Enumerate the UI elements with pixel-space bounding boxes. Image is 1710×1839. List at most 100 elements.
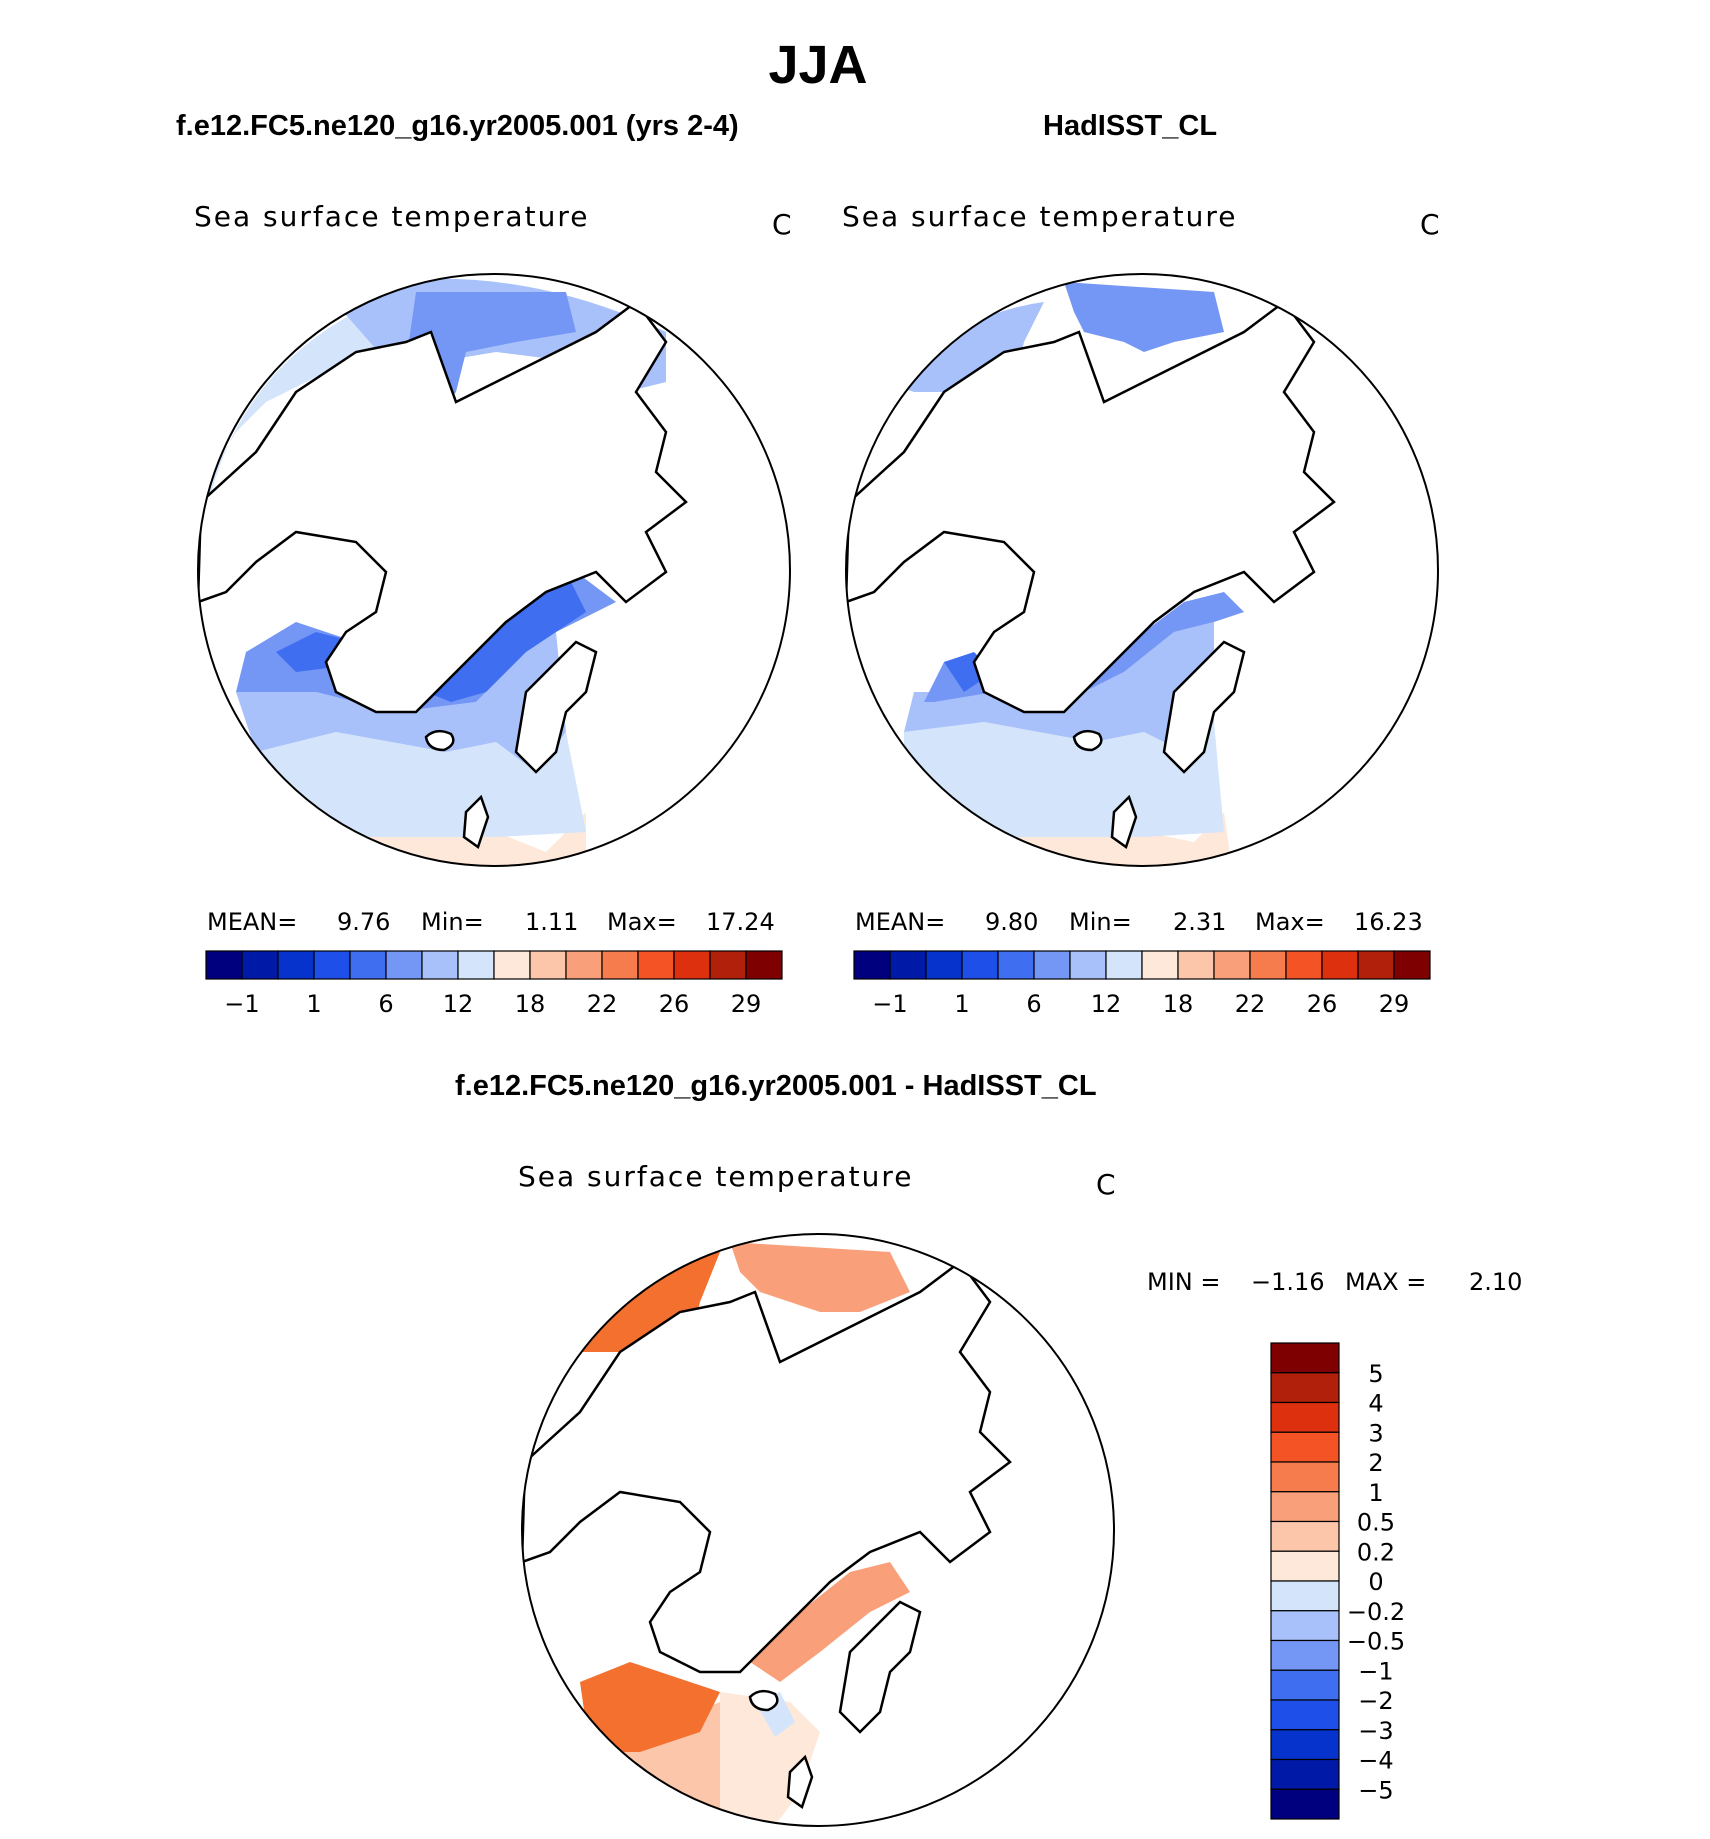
obs-mean-value: 9.80 <box>985 908 1039 936</box>
diff-max-label: MAX = <box>1345 1268 1427 1296</box>
diff-colorbar-tick-label: 0 <box>1368 1568 1383 1596</box>
obs-colorbar-box <box>1249 950 1287 980</box>
diff-colorbar-box <box>1270 1610 1340 1642</box>
model-colorbar-tick-label: −1 <box>224 990 259 1018</box>
obs-max-value: 16.23 <box>1354 908 1423 936</box>
model-colorbar-box <box>709 950 747 980</box>
diff-colorbar-tick-label: −4 <box>1358 1747 1393 1775</box>
diff-colorbar-tick-label: −1 <box>1358 1657 1393 1685</box>
model-colorbar-box <box>457 950 495 980</box>
model-colorbar-tick-label: 12 <box>443 990 474 1018</box>
obs-colorbar-box <box>961 950 999 980</box>
model-colorbar-box <box>637 950 675 980</box>
obs-colorbar-box <box>925 950 963 980</box>
diff-colorbar-box <box>1270 1550 1340 1582</box>
diff-colorbar-box <box>1270 1461 1340 1493</box>
diff-colorbar-tick-label: −3 <box>1358 1717 1393 1745</box>
obs-variable-label: Sea surface temperature <box>842 200 1238 233</box>
model-colorbar-tick-label: 1 <box>306 990 321 1018</box>
diff-pacific-mid <box>730 1242 910 1312</box>
obs-colorbar-box <box>1105 950 1143 980</box>
model-min-value: 1.11 <box>525 908 579 936</box>
obs-pacific-mid <box>1064 282 1224 352</box>
model-max-value: 17.24 <box>706 908 775 936</box>
diff-atlantic-dark <box>580 1662 720 1752</box>
diff-colorbar-box <box>1270 1758 1340 1790</box>
model-colorbar-box <box>529 950 567 980</box>
diff-colorbar-tick-label: 3 <box>1368 1419 1383 1447</box>
obs-arctic-land <box>846 300 1336 714</box>
diff-colorbar-tick-label: 1 <box>1368 1479 1383 1507</box>
obs-atlantic-light-pale <box>904 722 1224 837</box>
model-pacific-mid <box>406 292 576 372</box>
model-variable-label: Sea surface temperature <box>194 200 590 233</box>
obs-colorbar-tick-label: 6 <box>1026 990 1041 1018</box>
diff-min-label: MIN = <box>1147 1268 1221 1296</box>
diff-colorbar-tick-label: 0.5 <box>1357 1509 1395 1537</box>
obs-min-value: 2.31 <box>1173 908 1227 936</box>
obs-colorbar-box <box>1177 950 1215 980</box>
diff-colorbar-tick-label: 2 <box>1368 1449 1383 1477</box>
diff-polar-map <box>521 1233 1115 1827</box>
diff-colorbar-box <box>1270 1401 1340 1433</box>
model-min-label: Min= <box>421 908 484 936</box>
obs-colorbar-box <box>1285 950 1323 980</box>
model-colorbar-box <box>565 950 603 980</box>
model-colorbar-tick-label: 26 <box>659 990 690 1018</box>
obs-colorbar-tick-label: 12 <box>1091 990 1122 1018</box>
obs-iceland <box>1072 729 1103 752</box>
diff-colorbar-tick-label: −5 <box>1358 1776 1393 1804</box>
diff-norwegian-mid <box>750 1562 910 1682</box>
obs-colorbar-box <box>1393 950 1431 980</box>
model-polar-map <box>197 273 791 867</box>
model-colorbar-tick-label: 18 <box>515 990 546 1018</box>
obs-min-label: Min= <box>1069 908 1132 936</box>
model-panel-title: f.e12.FC5.ne120_g16.yr2005.001 (yrs 2-4) <box>176 110 739 142</box>
model-colorbar-box <box>493 950 531 980</box>
model-colorbar-box <box>673 950 711 980</box>
obs-colorbar-box <box>1033 950 1071 980</box>
obs-scandinavia <box>1162 640 1246 774</box>
obs-colorbar-box <box>889 950 927 980</box>
diff-colorbar-box <box>1270 1520 1340 1552</box>
figure-title: JJA <box>768 35 868 95</box>
model-iceland <box>424 729 455 752</box>
model-colorbar-box <box>745 950 783 980</box>
diff-min-value: −1.16 <box>1251 1268 1325 1296</box>
obs-colorbar-tick-label: 22 <box>1235 990 1266 1018</box>
model-mean-label: MEAN= <box>207 908 298 936</box>
model-norwegian-dark <box>426 572 586 702</box>
model-colorbar-box <box>421 950 459 980</box>
obs-colorbar-box <box>1141 950 1179 980</box>
obs-colorbar-tick-label: −1 <box>872 990 907 1018</box>
diff-max-value: 2.10 <box>1469 1268 1523 1296</box>
obs-colorbar: −1 1 6 12 18 22 26 29 <box>853 950 1431 1018</box>
diff-british-isles <box>786 1754 814 1810</box>
model-colorbar-box <box>601 950 639 980</box>
diff-colorbar-tick-label: −2 <box>1358 1687 1393 1715</box>
diff-units-label: C <box>1096 1168 1116 1201</box>
obs-colorbar-tick-label: 1 <box>954 990 969 1018</box>
diff-panel-title: f.e12.FC5.ne120_g16.yr2005.001 - HadISST… <box>455 1070 1097 1102</box>
diff-colorbar-box <box>1270 1372 1340 1404</box>
diff-colorbar-tick-label: 0.2 <box>1357 1538 1395 1566</box>
diff-iceland <box>748 1689 779 1712</box>
diff-colorbar-box <box>1270 1491 1340 1523</box>
model-colorbar-box <box>313 950 351 980</box>
model-colorbar-box <box>385 950 423 980</box>
model-colorbar-tick-label: 22 <box>587 990 618 1018</box>
diff-colorbar-tick-label: 4 <box>1368 1390 1383 1418</box>
model-units-label: C <box>772 208 792 241</box>
diff-scandinavia <box>838 1600 922 1734</box>
model-atlantic-light-pale <box>256 732 586 837</box>
obs-colorbar-box <box>1069 950 1107 980</box>
diff-colorbar-box <box>1270 1639 1340 1671</box>
diff-colorbar-box <box>1270 1788 1340 1820</box>
diff-colorbar-box <box>1270 1669 1340 1701</box>
obs-mean-label: MEAN= <box>855 908 946 936</box>
model-scandinavia <box>514 640 598 774</box>
obs-max-label: Max= <box>1255 908 1325 936</box>
obs-colorbar-tick-label: 18 <box>1163 990 1194 1018</box>
obs-british-isles <box>1110 794 1138 850</box>
